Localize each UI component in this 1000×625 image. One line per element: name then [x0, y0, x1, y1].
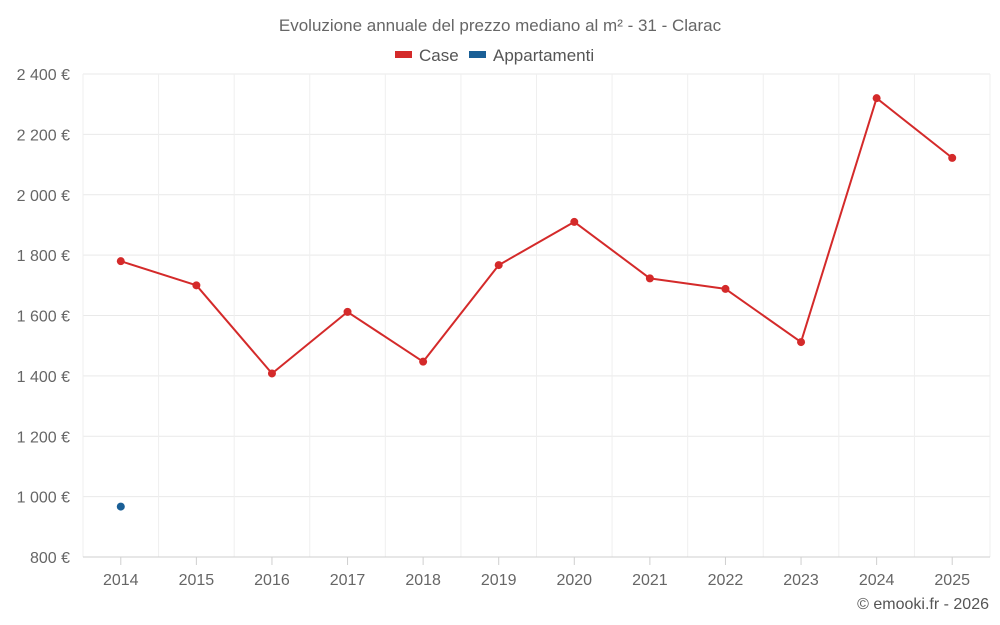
data-point-case	[645, 274, 654, 283]
y-tick-label: 2 400 €	[17, 67, 70, 84]
x-tick-label: 2025	[934, 572, 970, 589]
series-line-case	[120, 97, 953, 375]
x-tick-label: 2022	[708, 572, 744, 589]
y-tick-label: 1 800 €	[17, 248, 70, 265]
data-point-case	[721, 284, 730, 293]
legend-label-appartamenti: Appartamenti	[493, 46, 594, 65]
x-tick-label: 2021	[632, 572, 668, 589]
data-point-case	[192, 281, 201, 290]
data-point-case	[116, 257, 125, 266]
legend-swatch-appartamenti	[469, 51, 486, 58]
y-tick-label: 800 €	[30, 550, 70, 567]
x-tick-label: 2014	[103, 572, 139, 589]
legend-label-case: Case	[419, 46, 459, 65]
x-tick-label: 2017	[330, 572, 366, 589]
legend-swatch-case	[395, 51, 412, 58]
series	[116, 94, 957, 511]
x-tick-label: 2015	[179, 572, 215, 589]
x-tick-label: 2019	[481, 572, 517, 589]
data-point-case	[419, 357, 428, 366]
credit-text: © emooki.fr - 2026	[857, 596, 989, 613]
x-tick-label: 2023	[783, 572, 819, 589]
y-tick-label: 2 000 €	[17, 188, 70, 205]
legend-item-case[interactable]: Case	[395, 46, 459, 65]
data-point-case	[797, 338, 806, 347]
x-tick-label: 2018	[405, 572, 441, 589]
grid	[82, 73, 991, 557]
y-tick-label: 2 200 €	[17, 127, 70, 144]
data-point-case	[570, 217, 579, 226]
data-point-appartamenti	[116, 502, 125, 511]
axes: 800 € 1 000 € 1 200 € 1 400 € 1 600 € 1 800 €…	[17, 67, 990, 589]
y-tick-label: 1 000 €	[17, 490, 70, 507]
data-point-case	[343, 307, 352, 316]
x-tick-label: 2016	[254, 572, 290, 589]
x-tick-label: 2024	[859, 572, 895, 589]
data-point-case	[948, 153, 957, 162]
data-point-case	[494, 261, 503, 270]
y-tick-label: 1 600 €	[17, 309, 70, 326]
legend: Case Appartamenti	[395, 46, 594, 65]
x-tick-label: 2020	[556, 572, 592, 589]
y-tick-label: 1 400 €	[17, 369, 70, 386]
data-point-case	[267, 369, 276, 378]
legend-item-appartamenti[interactable]: Appartamenti	[469, 46, 594, 65]
data-point-case	[872, 94, 881, 103]
chart-title: Evoluzione annuale del prezzo mediano al…	[279, 16, 722, 35]
y-tick-label: 1 200 €	[17, 429, 70, 446]
